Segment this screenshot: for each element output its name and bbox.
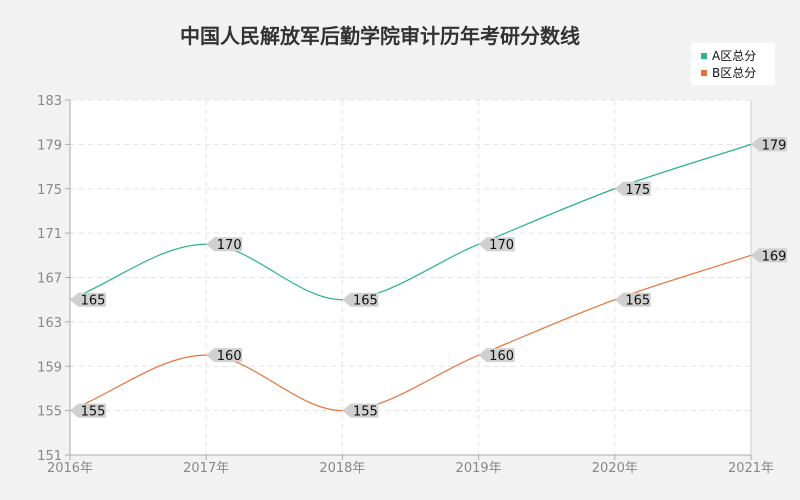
x-tick-label: 2016年 bbox=[47, 461, 93, 476]
data-label-text: 165 bbox=[81, 294, 106, 309]
y-tick-label: 175 bbox=[37, 183, 62, 198]
legend-swatch-a bbox=[701, 53, 707, 59]
data-label-a: 170 bbox=[478, 237, 515, 253]
y-tick-label: 167 bbox=[37, 272, 62, 287]
data-label-tag bbox=[751, 248, 787, 263]
data-label-b: 155 bbox=[70, 403, 106, 420]
x-tick-label: 2020年 bbox=[592, 461, 638, 476]
data-label-a: 170 bbox=[206, 237, 243, 253]
x-tick-label: 2018年 bbox=[319, 461, 365, 476]
y-tick-label: 179 bbox=[37, 138, 62, 153]
data-label-tag bbox=[478, 237, 515, 252]
legend-swatch-b bbox=[701, 70, 707, 76]
legend: A区总分 B区总分 bbox=[691, 43, 775, 85]
data-label-text: 165 bbox=[353, 294, 378, 309]
y-tick-label: 159 bbox=[37, 360, 62, 375]
data-label-tag bbox=[70, 403, 106, 418]
axes: 151 155 159 163 167 171 175 179 183 2016年 2017年 201… bbox=[37, 94, 774, 476]
data-label-tag bbox=[614, 181, 651, 196]
y-tick-label: 183 bbox=[37, 94, 62, 109]
x-tick-label: 2017年 bbox=[183, 461, 229, 476]
data-label-text: 170 bbox=[217, 238, 242, 253]
data-label-a: 165 bbox=[70, 292, 106, 309]
legend-label-b: B区总分 bbox=[712, 66, 756, 80]
data-label-text: 169 bbox=[762, 249, 787, 264]
data-label-text: 160 bbox=[489, 349, 514, 364]
data-label-tag bbox=[70, 292, 106, 307]
data-label-tag bbox=[206, 348, 243, 363]
data-label-a: 175 bbox=[614, 181, 651, 198]
data-label-tag bbox=[614, 292, 651, 307]
data-label-b: 165 bbox=[614, 292, 651, 309]
data-label-tag bbox=[206, 237, 243, 252]
data-label-tag bbox=[342, 403, 379, 418]
y-tick-label: 155 bbox=[37, 405, 62, 420]
legend-label-a: A区总分 bbox=[712, 49, 756, 63]
data-label-tag bbox=[751, 137, 787, 152]
y-tick-label: 163 bbox=[37, 316, 62, 331]
data-label-tag bbox=[342, 292, 379, 307]
y-tick-label: 171 bbox=[37, 227, 62, 242]
data-labels: 165 170 165 170 175 179 155 160 155 160 165 169 bbox=[70, 137, 787, 420]
data-label-a: 179 bbox=[751, 137, 787, 153]
data-label-b: 160 bbox=[478, 348, 515, 364]
data-label-a: 165 bbox=[342, 292, 379, 309]
data-label-text: 179 bbox=[762, 138, 787, 153]
legend-box bbox=[691, 43, 775, 85]
data-label-text: 155 bbox=[81, 405, 106, 420]
data-label-text: 175 bbox=[625, 183, 650, 198]
y-tick-label: 151 bbox=[37, 449, 62, 464]
data-label-text: 165 bbox=[625, 294, 650, 309]
x-tick-label: 2019年 bbox=[456, 461, 502, 476]
data-label-b: 169 bbox=[751, 248, 787, 264]
data-label-b: 160 bbox=[206, 348, 243, 364]
data-label-text: 160 bbox=[217, 349, 242, 364]
data-label-b: 155 bbox=[342, 403, 379, 420]
data-label-text: 170 bbox=[489, 238, 514, 253]
x-tick-label: 2021年 bbox=[728, 461, 774, 476]
chart-title: 中国人民解放军后勤学院审计历年考研分数线 bbox=[180, 24, 580, 48]
data-label-text: 155 bbox=[353, 405, 378, 420]
data-label-tag bbox=[478, 348, 515, 363]
